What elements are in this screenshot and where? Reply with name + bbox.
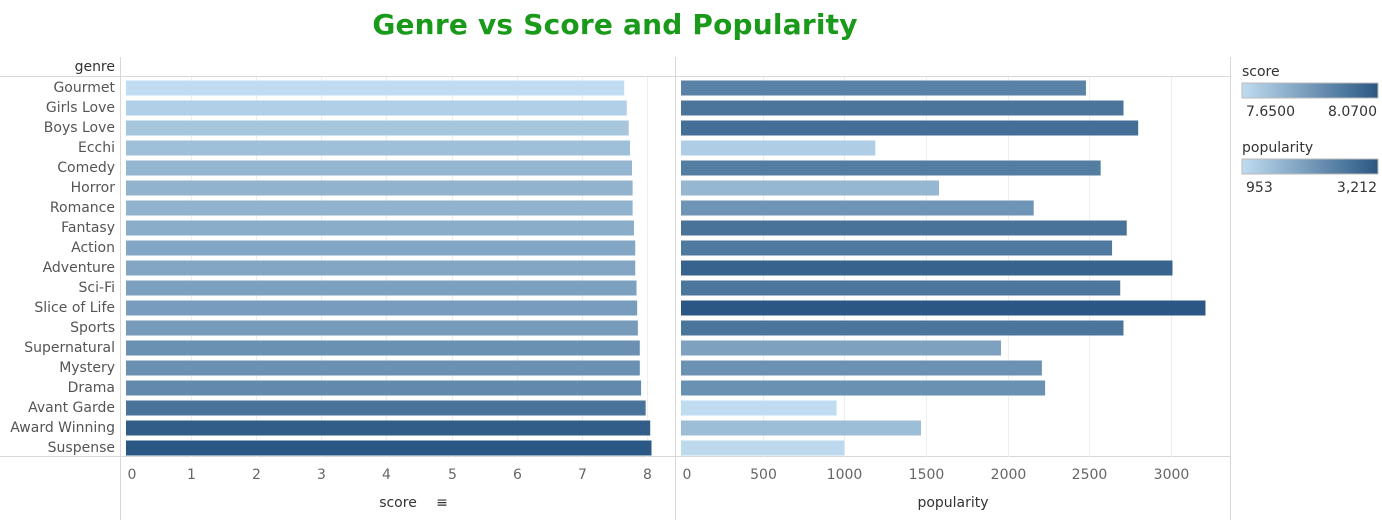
popularity-axis-title: popularity (917, 495, 988, 511)
legend-color-ramp-score (1241, 82, 1379, 99)
popularity-bar[interactable] (681, 100, 1124, 116)
score-bar[interactable] (126, 300, 638, 316)
legend-max-label: 8.0700 (1328, 104, 1377, 120)
score-bar[interactable] (126, 400, 646, 416)
score-bar[interactable] (126, 180, 633, 196)
popularity-bar[interactable] (681, 340, 1002, 356)
x-tick-label: 2 (252, 467, 261, 483)
score-bar[interactable] (126, 160, 632, 176)
category-label: Horror (71, 180, 116, 196)
x-tick-label: 2000 (991, 467, 1027, 483)
score-bar[interactable] (126, 220, 634, 236)
x-tick-label: 500 (750, 467, 777, 483)
category-label: Avant Garde (28, 400, 115, 416)
category-label: Sports (70, 320, 115, 336)
category-label: Romance (50, 200, 115, 216)
popularity-bar[interactable] (681, 280, 1121, 296)
category-label: Mystery (59, 360, 115, 376)
x-tick-label: 4 (382, 467, 391, 483)
popularity-bar[interactable] (681, 160, 1101, 176)
category-label: Slice of Life (34, 300, 115, 316)
category-label: Comedy (57, 160, 115, 176)
score-bar[interactable] (126, 420, 651, 436)
x-tick-label: 3000 (1154, 467, 1190, 483)
score-bar[interactable] (126, 200, 633, 216)
popularity-bar[interactable] (681, 320, 1124, 336)
legend-min-label: 953 (1246, 180, 1273, 196)
category-label: Adventure (43, 260, 115, 276)
legend-min-label: 7.6500 (1246, 104, 1295, 120)
score-bar[interactable] (126, 240, 636, 256)
popularity-bar[interactable] (681, 240, 1113, 256)
popularity-bar[interactable] (681, 440, 845, 456)
score-bar[interactable] (126, 120, 629, 136)
popularity-bar[interactable] (681, 120, 1139, 136)
popularity-bar[interactable] (681, 200, 1034, 216)
x-tick-label: 5 (448, 467, 457, 483)
popularity-bar[interactable] (681, 80, 1086, 96)
x-tick-label: 1500 (909, 467, 945, 483)
popularity-bar[interactable] (681, 420, 922, 436)
legend-color-ramp-popularity (1241, 158, 1379, 175)
x-tick-label: 1000 (827, 467, 863, 483)
score-bar[interactable] (126, 100, 627, 116)
popularity-bar[interactable] (681, 180, 939, 196)
score-bar[interactable] (126, 340, 640, 356)
row-header-genre: genre (75, 59, 115, 75)
popularity-bar[interactable] (681, 380, 1046, 396)
category-label: Ecchi (78, 140, 115, 156)
legend-title-popularity: popularity (1242, 140, 1313, 156)
popularity-bar[interactable] (681, 300, 1206, 316)
score-bar[interactable] (126, 440, 652, 456)
category-label: Girls Love (46, 100, 115, 116)
x-tick-label: 7 (578, 467, 587, 483)
popularity-bar[interactable] (681, 260, 1173, 276)
category-label: Action (71, 240, 115, 256)
category-label: Gourmet (53, 80, 115, 96)
category-label: Drama (68, 380, 115, 396)
legend-title-score: score (1242, 64, 1280, 80)
x-tick-label: 1 (187, 467, 196, 483)
category-label: Award Winning (10, 420, 115, 436)
x-tick-label: 3 (317, 467, 326, 483)
x-tick-label: 6 (513, 467, 522, 483)
sort-icon[interactable]: ≡ (436, 495, 448, 511)
x-tick-label: 8 (643, 467, 652, 483)
score-axis-title: score (379, 495, 417, 511)
popularity-bar[interactable] (681, 360, 1042, 376)
popularity-bar[interactable] (681, 140, 876, 156)
popularity-bar[interactable] (681, 400, 837, 416)
category-label: Fantasy (61, 220, 115, 236)
x-tick-label: 2500 (1072, 467, 1108, 483)
category-label: Sci-Fi (79, 280, 115, 296)
score-bar[interactable] (126, 320, 638, 336)
x-tick-label: 0 (128, 467, 137, 483)
category-label: Boys Love (44, 120, 115, 136)
category-label: Supernatural (24, 340, 115, 356)
legend-max-label: 3,212 (1337, 180, 1377, 196)
x-tick-label: 0 (683, 467, 692, 483)
popularity-bar[interactable] (681, 220, 1127, 236)
score-bar[interactable] (126, 80, 625, 96)
chart-title: Genre vs Score and Popularity (372, 8, 858, 41)
category-label: Suspense (48, 440, 115, 456)
score-bar[interactable] (126, 360, 640, 376)
score-bar[interactable] (126, 380, 642, 396)
score-bar[interactable] (126, 260, 636, 276)
score-bar[interactable] (126, 140, 631, 156)
score-bar[interactable] (126, 280, 637, 296)
